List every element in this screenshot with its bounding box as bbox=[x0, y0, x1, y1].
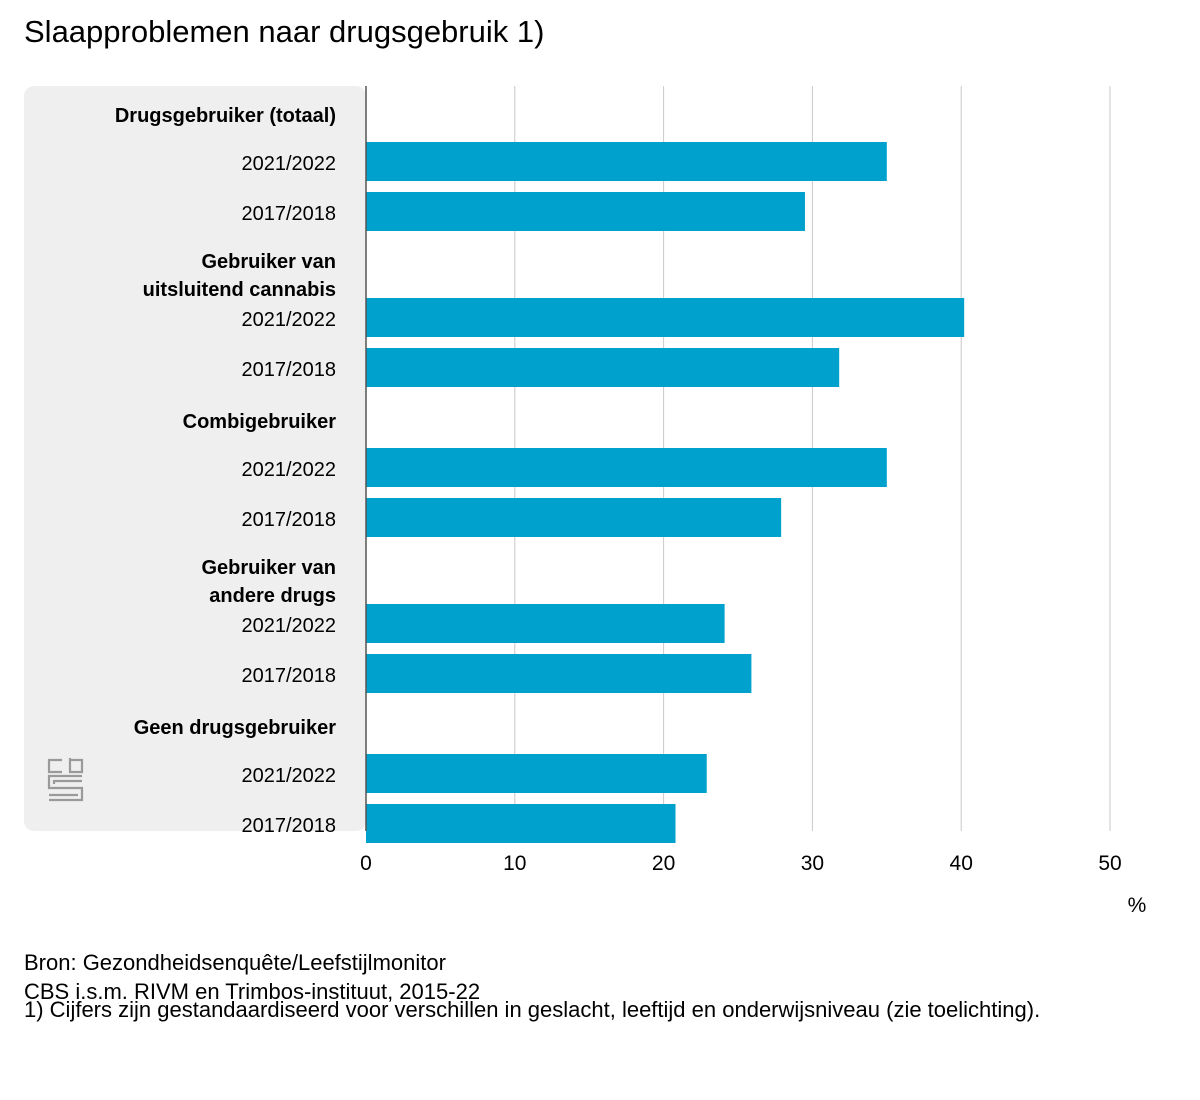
bar-label: 2021/2022 bbox=[241, 153, 336, 175]
bar-label: 2021/2022 bbox=[241, 615, 336, 637]
bar-label: 2021/2022 bbox=[241, 765, 336, 787]
x-tick-label: 50 bbox=[1098, 852, 1121, 875]
bar-label: 2017/2018 bbox=[241, 509, 336, 531]
group-label: Gebruiker van bbox=[201, 557, 336, 579]
bar bbox=[366, 348, 840, 387]
bar bbox=[366, 142, 887, 181]
group-label: Drugsgebruiker (totaal) bbox=[115, 105, 336, 127]
bar-label: 2017/2018 bbox=[241, 203, 336, 225]
x-tick-label: 30 bbox=[801, 852, 824, 875]
chart-title: Slaapproblemen naar drugsgebruik 1) bbox=[24, 14, 545, 49]
group-label: andere drugs bbox=[209, 585, 336, 607]
bar bbox=[366, 604, 725, 643]
x-tick-label: 10 bbox=[503, 852, 526, 875]
group-label: Geen drugsgebruiker bbox=[134, 717, 336, 739]
category-labels: Drugsgebruiker (totaal) 2021/2022 2017/201… bbox=[115, 105, 336, 837]
bar-chart: Drugsgebruiker (totaal) 2021/2022 2017/201… bbox=[24, 86, 1147, 917]
bar bbox=[366, 192, 805, 231]
bar bbox=[366, 654, 752, 693]
cbs-logo-icon bbox=[47, 758, 84, 802]
bar bbox=[366, 498, 782, 537]
source-line-1: Bron: Gezondheidsenquête/Leefstijlmonito… bbox=[24, 950, 446, 975]
group-label: Combigebruiker bbox=[183, 411, 337, 433]
group-label: Gebruiker van bbox=[201, 251, 336, 273]
source-line-2: CBS i.s.m. RIVM en Trimbos-instituut, 20… bbox=[24, 979, 481, 1004]
bars bbox=[366, 142, 965, 843]
bar bbox=[366, 448, 887, 487]
x-tick-label: 0 bbox=[360, 852, 372, 875]
bar bbox=[366, 804, 676, 843]
footnote: 1) Cijfers zijn gestandaardiseerd voor v… bbox=[24, 997, 1041, 1022]
bar-label: 2017/2018 bbox=[241, 359, 336, 381]
bar-label: 2021/2022 bbox=[241, 309, 336, 331]
bar-label: 2017/2018 bbox=[241, 815, 336, 837]
x-axis-ticks: 0 10 20 30 40 50 bbox=[360, 852, 1122, 875]
category-panel bbox=[24, 86, 366, 831]
group-label: uitsluitend cannabis bbox=[143, 279, 336, 301]
x-axis-unit-label: % bbox=[1128, 894, 1147, 917]
bar-label: 2017/2018 bbox=[241, 665, 336, 687]
bar-label: 2021/2022 bbox=[241, 459, 336, 481]
bar bbox=[366, 298, 965, 337]
bar bbox=[366, 754, 707, 793]
x-tick-label: 40 bbox=[950, 852, 973, 875]
x-tick-label: 20 bbox=[652, 852, 675, 875]
